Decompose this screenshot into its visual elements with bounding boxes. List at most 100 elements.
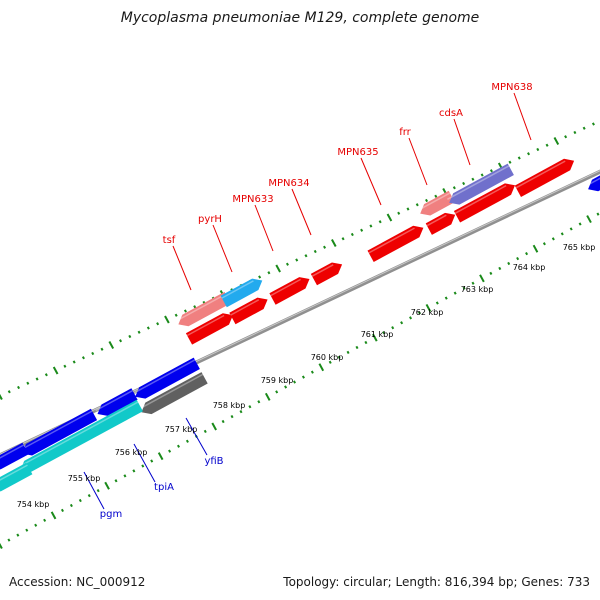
- leader-pyrH: [212, 224, 233, 273]
- gene-pgm: [0, 462, 33, 492]
- lower-tick-10: [87, 493, 91, 498]
- label-leaders: [83, 92, 532, 510]
- lower-tick-64: [569, 227, 573, 231]
- gene-fwd-inner-2-shine: [230, 299, 260, 316]
- gene-rev-4-shine: [0, 444, 25, 459]
- upper-tick-57: [527, 152, 531, 156]
- gene-cdsA-shine: [447, 165, 510, 200]
- leader-cdsA: [453, 118, 471, 166]
- upper-tick-36: [331, 239, 337, 247]
- accession-text: Accession: NC_000912: [9, 575, 146, 589]
- upper-tick-37: [341, 237, 345, 241]
- lower-tick-66: [586, 215, 592, 224]
- upper-tick-34: [313, 249, 317, 254]
- lower-tick-16: [141, 464, 145, 468]
- lower-tick-6: [50, 511, 57, 520]
- lower-tick-60: [532, 244, 539, 253]
- lower-tick-45: [400, 321, 404, 325]
- scale-label-10: 764 kbp: [513, 263, 546, 272]
- upper-tick-44: [406, 207, 410, 211]
- gene-edge-blue: [588, 175, 600, 192]
- lower-tick-44: [391, 326, 395, 330]
- scale-label-4: 758 kbp: [213, 401, 246, 410]
- scale-label-5: 759 kbp: [261, 376, 294, 385]
- feature-labels: tsf pyrH MPN633 MPN634 MPN635 frr cdsA MPN638 pg…: [17, 82, 596, 520]
- gene-fwd-inner-2: [229, 297, 268, 325]
- lower-tick-30: [264, 392, 271, 401]
- scale-label-6: 760 kbp: [311, 353, 344, 362]
- gene-rev-2-shine: [95, 389, 133, 412]
- upper-tick-41: [378, 220, 382, 224]
- gene-MPN635: [367, 225, 424, 262]
- scale-label-2: 756 kbp: [115, 448, 148, 457]
- gene-label-pyrH: pyrH: [198, 214, 222, 225]
- upper-tick-40: [369, 224, 373, 228]
- gene-rev-1: [135, 357, 200, 399]
- lower-tick-63: [560, 232, 564, 236]
- lower-tick-37: [328, 360, 332, 364]
- upper-tick-1: [7, 390, 11, 394]
- lower-tick-54: [479, 274, 485, 283]
- lower-tick-62: [551, 237, 555, 241]
- gene-label-MPN635: MPN635: [337, 147, 378, 158]
- upper-tick-58: [536, 147, 540, 152]
- gene-edge-blue-shine: [585, 177, 600, 187]
- lower-tick-35: [310, 370, 314, 374]
- upper-tick-2: [17, 385, 21, 390]
- gene-MPN638: [514, 158, 575, 197]
- scale-label-8: 762 kbp: [411, 308, 444, 317]
- genome-summary-text: Topology: circular; Length: 816,394 bp; …: [283, 575, 590, 589]
- gene-tpiA: [20, 399, 143, 473]
- upper-tick-11: [100, 347, 104, 351]
- upper-tick-8: [72, 360, 76, 364]
- gene-label-frr: frr: [399, 127, 411, 138]
- lower-tick-21: [185, 439, 189, 443]
- upper-tick-52: [480, 173, 484, 177]
- upper-tick-43: [397, 211, 401, 215]
- gene-gray-shine: [139, 373, 204, 410]
- gene-label-yfiB: yfiB: [204, 456, 223, 467]
- tick-marks: [0, 122, 600, 549]
- upper-tick-56: [517, 156, 521, 160]
- lower-tick-29: [257, 400, 261, 404]
- upper-tick-7: [63, 364, 67, 368]
- upper-tick-12: [108, 341, 115, 349]
- lower-tick-5: [43, 518, 47, 522]
- lower-tick-11: [96, 489, 100, 493]
- upper-tick-46: [425, 198, 429, 203]
- upper-tick-33: [304, 254, 308, 258]
- scale-label-9: 763 kbp: [461, 285, 494, 294]
- gene-pgm-shine: [0, 464, 28, 481]
- lower-tick-53: [471, 281, 475, 285]
- upper-tick-30: [275, 264, 281, 273]
- map-title: Mycoplasma pneumoniae M129, complete gen…: [120, 10, 480, 26]
- lower-tick-67: [596, 212, 600, 216]
- lower-tick-19: [168, 449, 172, 453]
- gene-features: [0, 158, 600, 492]
- upper-tick-3: [26, 381, 30, 385]
- leader-MPN633: [254, 204, 274, 252]
- upper-tick-29: [267, 271, 271, 275]
- scale-label-1: 755 kbp: [68, 474, 101, 483]
- gene-MPN634: [310, 262, 343, 286]
- lower-tick-12: [104, 481, 110, 490]
- gene-cdsA: [449, 163, 514, 205]
- lower-tick-27: [239, 410, 243, 414]
- gene-label-cdsA: cdsA: [439, 108, 463, 119]
- lower-tick-18: [157, 452, 164, 461]
- lower-tick-32: [284, 385, 288, 389]
- upper-tick-15: [137, 330, 141, 334]
- lower-tick-8: [69, 503, 73, 508]
- lower-tick-42: [372, 333, 378, 342]
- lower-tick-3: [25, 528, 29, 532]
- lower-tick-28: [248, 405, 252, 409]
- lower-tick-58: [516, 256, 520, 261]
- lower-tick-40: [355, 345, 359, 350]
- leader-pgm: [83, 471, 105, 510]
- lower-tick-49: [435, 301, 439, 305]
- gene-fwd-inner-4-shine: [454, 184, 507, 214]
- backbone-line: [0, 169, 600, 458]
- gene-label-pgm: pgm: [100, 509, 122, 520]
- lower-tick-25: [221, 419, 225, 424]
